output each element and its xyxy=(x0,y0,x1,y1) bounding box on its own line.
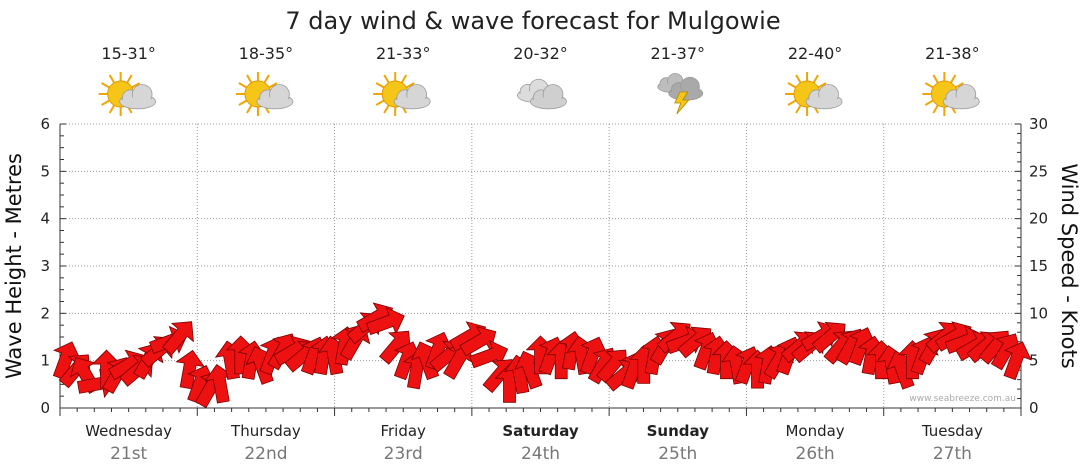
partly-cloudy-sun-icon xyxy=(922,72,980,116)
left-tick-label: 1 xyxy=(40,352,50,370)
weather-icons-row xyxy=(98,72,980,116)
day-name-label: Tuesday xyxy=(921,422,983,440)
temperature-label: 22-40° xyxy=(788,44,843,63)
day-name-label: Friday xyxy=(380,422,426,440)
day-name-label: Thursday xyxy=(230,422,301,440)
partly-cloudy-sun-icon xyxy=(235,72,294,116)
temperature-label: 18-35° xyxy=(239,44,294,63)
day-labels: Wednesday 21st Thursday 22nd Friday 23rd Satur… xyxy=(85,422,983,464)
left-tick-label: 2 xyxy=(40,304,50,322)
day-date-label: 24th xyxy=(521,444,560,464)
right-tick-label: 0 xyxy=(1029,399,1039,417)
temperature-label: 21-38° xyxy=(925,44,980,63)
temperature-label: 21-33° xyxy=(376,44,431,63)
day-name-label: Wednesday xyxy=(85,422,172,440)
right-tick-label: 30 xyxy=(1029,115,1048,133)
partly-cloudy-sun-icon xyxy=(373,72,431,116)
left-tick-label: 5 xyxy=(40,162,50,180)
right-tick-label: 25 xyxy=(1029,162,1048,180)
temperature-label: 21-37° xyxy=(651,44,706,63)
day-date-label: 26th xyxy=(796,444,835,464)
left-tick-label: 4 xyxy=(40,210,50,228)
left-axis-title: Wave Height - Metres xyxy=(2,153,26,379)
left-tick-label: 3 xyxy=(40,257,50,275)
day-date-label: 21st xyxy=(110,444,147,464)
day-name-label: Monday xyxy=(785,422,844,440)
day-name-label: Sunday xyxy=(647,422,710,440)
right-axis-title: Wind Speed - Knots xyxy=(1057,163,1080,368)
left-tick-label: 6 xyxy=(40,115,50,133)
cloudy-icon xyxy=(517,78,567,110)
right-tick-label: 15 xyxy=(1029,257,1048,275)
temperature-row: 15-31° 18-35° 21-33° 20-32° 21-37° 22-40° 21-3… xyxy=(101,44,979,63)
wind-arrow xyxy=(459,325,497,357)
day-date-label: 27th xyxy=(933,444,972,464)
day-date-label: 22nd xyxy=(244,444,287,464)
day-date-label: 25th xyxy=(658,444,697,464)
wind-arrow xyxy=(379,330,411,365)
right-tick-label: 5 xyxy=(1029,352,1039,370)
temperature-label: 20-32° xyxy=(513,44,568,63)
partly-cloudy-sun-icon xyxy=(785,72,843,116)
chart-title: 7 day wind & wave forecast for Mulgowie xyxy=(285,7,780,35)
day-name-label: Saturday xyxy=(502,422,579,440)
thunderstorm-icon xyxy=(657,73,704,115)
wind-arrows xyxy=(52,302,1032,409)
day-date-label: 23rd xyxy=(384,444,423,464)
partly-cloudy-sun-icon xyxy=(98,72,157,116)
wind-arrow xyxy=(990,333,1022,371)
wind-arrow xyxy=(162,321,194,356)
wind-arrow xyxy=(1003,341,1032,381)
right-tick-label: 20 xyxy=(1029,210,1048,228)
right-tick-label: 10 xyxy=(1029,304,1048,322)
wind-arrow xyxy=(366,306,405,336)
temperature-label: 15-31° xyxy=(101,44,156,63)
credit-text: www.seabreeze.com.au xyxy=(909,394,1016,404)
left-tick-label: 0 xyxy=(40,399,50,417)
wind-arrow xyxy=(204,364,234,404)
